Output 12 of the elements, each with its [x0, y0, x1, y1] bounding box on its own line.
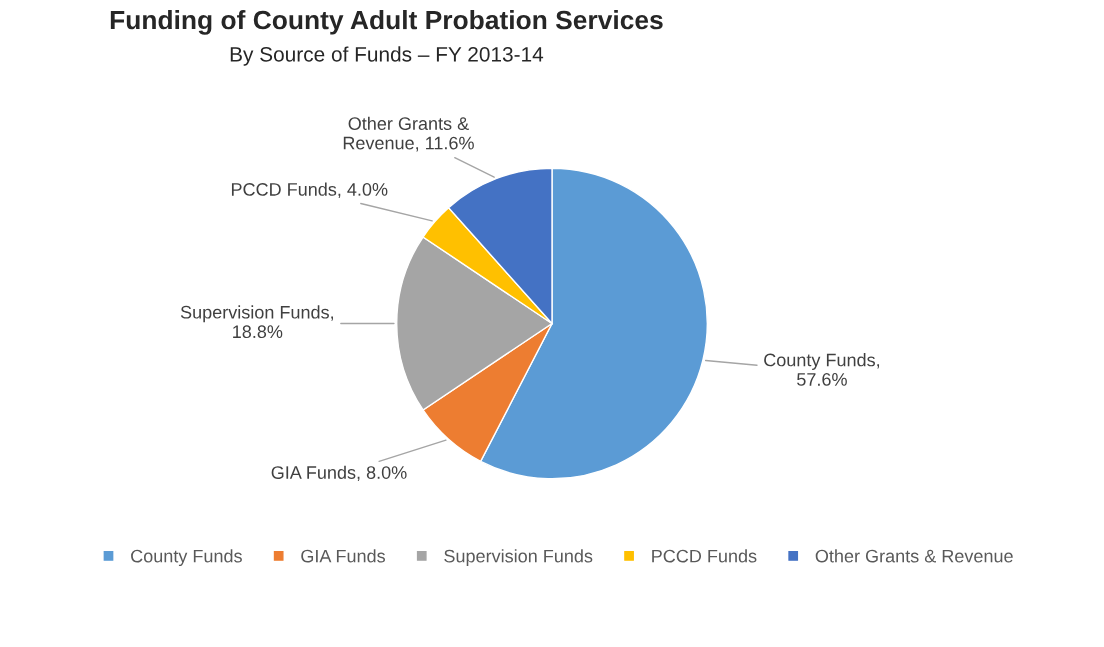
chart-title: Funding of County Adult Probation Services — [110, 9, 663, 35]
legend-label: GIA Funds — [301, 549, 385, 563]
data-label: PCCD Funds, 4.0% — [231, 182, 388, 198]
legend-label: Other Grants & Revenue — [815, 549, 1013, 563]
legend-label: PCCD Funds — [652, 549, 757, 563]
data-label: County Funds, 57.6% — [764, 353, 880, 386]
legend-label: County Funds — [131, 549, 242, 567]
legend-label: Supervision Funds — [444, 549, 593, 567]
data-label: Supervision Funds, 18.8% — [180, 305, 333, 339]
chart-subtitle: By Source of Funds – FY 2013-14 — [230, 46, 544, 66]
data-label: GIA Funds, 8.0% — [271, 465, 407, 482]
data-label: Other Grants & Revenue, 11.6% — [343, 116, 474, 152]
